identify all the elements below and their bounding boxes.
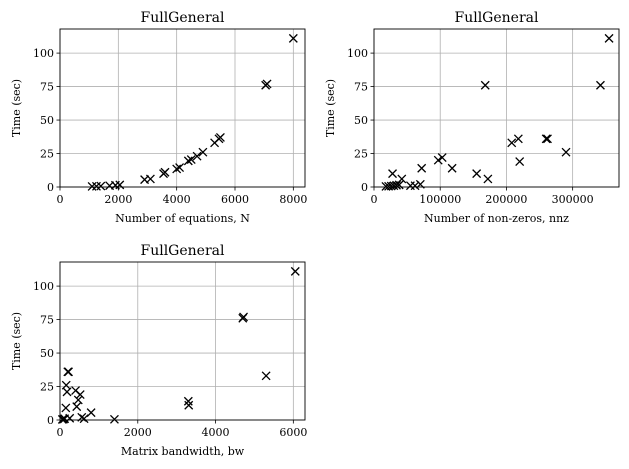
data-point	[405, 181, 415, 191]
data-point	[388, 169, 398, 179]
data-point	[288, 33, 298, 43]
data-point	[417, 163, 427, 173]
data-point	[64, 367, 74, 377]
x-tick-label: 6000	[221, 193, 249, 206]
data-point	[86, 408, 96, 418]
x-tick-label: 300000	[552, 193, 594, 206]
data-point	[515, 157, 525, 167]
x-tick-label: 6000	[279, 426, 307, 439]
data-point	[595, 80, 605, 90]
data-point	[513, 134, 523, 144]
data-point	[62, 387, 72, 397]
data-point	[109, 414, 119, 424]
y-tick-label: 0	[361, 181, 368, 194]
chart-panel-bandwidth: FullGeneral Matrix bandwidth, bw Time (s…	[10, 243, 307, 458]
data-point	[75, 390, 85, 400]
data-point	[433, 155, 443, 165]
data-point	[175, 163, 185, 173]
x-tick-label: 4000	[163, 193, 191, 206]
data-point	[543, 134, 552, 144]
data-point	[437, 153, 447, 163]
data-point	[239, 312, 249, 322]
y-tick-label: 50	[40, 114, 54, 127]
data-point	[410, 181, 420, 191]
x-axis-label: Number of equations, N	[115, 212, 250, 225]
data-point	[397, 174, 407, 184]
data-point	[483, 174, 493, 184]
y-axis-label: Time (sec)	[10, 312, 23, 370]
data-point	[160, 167, 170, 177]
x-tick-label: 4000	[202, 426, 230, 439]
data-point	[192, 151, 202, 161]
chart-title: FullGeneral	[141, 10, 225, 26]
y-tick-label: 25	[40, 148, 54, 161]
plot-frame	[59, 28, 306, 188]
chart-panel-nonzeros: FullGeneral Number of non-zeros, nnz Tim…	[324, 10, 620, 225]
data-point	[115, 180, 125, 190]
chart-panel-equations: FullGeneral Number of equations, N Time …	[10, 10, 307, 225]
data-point	[72, 402, 82, 412]
data-point	[91, 181, 101, 191]
data-point	[604, 33, 614, 43]
y-tick-label: 50	[40, 347, 54, 360]
data-point	[541, 134, 551, 144]
data-point	[561, 147, 571, 157]
data-point	[87, 182, 97, 191]
data-point	[186, 155, 196, 165]
x-axis-label: Number of non-zeros, nnz	[424, 212, 569, 225]
x-tick-label: 100000	[419, 193, 461, 206]
data-point	[394, 180, 404, 190]
y-tick-label: 75	[354, 81, 368, 94]
data-point	[172, 164, 182, 174]
y-tick-label: 75	[40, 81, 54, 94]
y-tick-label: 100	[33, 280, 54, 293]
data-point	[290, 266, 300, 276]
data-point	[183, 396, 193, 406]
x-tick-label: 0	[57, 426, 64, 439]
y-tick-label: 0	[47, 414, 54, 427]
chart-title: FullGeneral	[141, 243, 225, 259]
x-tick-label: 0	[57, 193, 64, 206]
plot-frame	[373, 28, 620, 188]
data-point	[447, 163, 457, 173]
data-point	[183, 156, 193, 166]
y-tick-label: 0	[47, 181, 54, 194]
chart-title: FullGeneral	[455, 10, 539, 26]
data-point	[65, 413, 75, 423]
data-point	[96, 181, 106, 191]
y-tick-label: 100	[33, 47, 54, 60]
y-tick-label: 50	[354, 114, 368, 127]
data-point	[392, 180, 401, 190]
y-axis-label: Time (sec)	[10, 79, 23, 137]
data-point	[261, 371, 271, 381]
y-tick-label: 100	[347, 47, 368, 60]
plot-frame	[59, 261, 306, 421]
y-tick-label: 25	[354, 148, 368, 161]
data-point	[480, 80, 490, 90]
x-tick-label: 0	[371, 193, 378, 206]
data-point	[215, 132, 225, 142]
data-point	[472, 169, 482, 179]
data-point	[198, 147, 208, 157]
data-point	[61, 403, 71, 413]
x-tick-label: 2000	[124, 426, 152, 439]
x-axis-label: Matrix bandwidth, bw	[121, 445, 245, 458]
y-tick-label: 75	[40, 314, 54, 327]
x-tick-label: 200000	[485, 193, 527, 206]
data-point	[262, 79, 272, 89]
y-tick-label: 25	[40, 381, 54, 394]
x-tick-label: 8000	[279, 193, 307, 206]
y-axis-label: Time (sec)	[324, 79, 337, 137]
data-point	[79, 414, 89, 424]
x-tick-label: 2000	[104, 193, 132, 206]
data-point	[73, 395, 83, 405]
data-point	[507, 138, 517, 148]
data-point	[145, 174, 155, 184]
data-point	[184, 400, 194, 410]
